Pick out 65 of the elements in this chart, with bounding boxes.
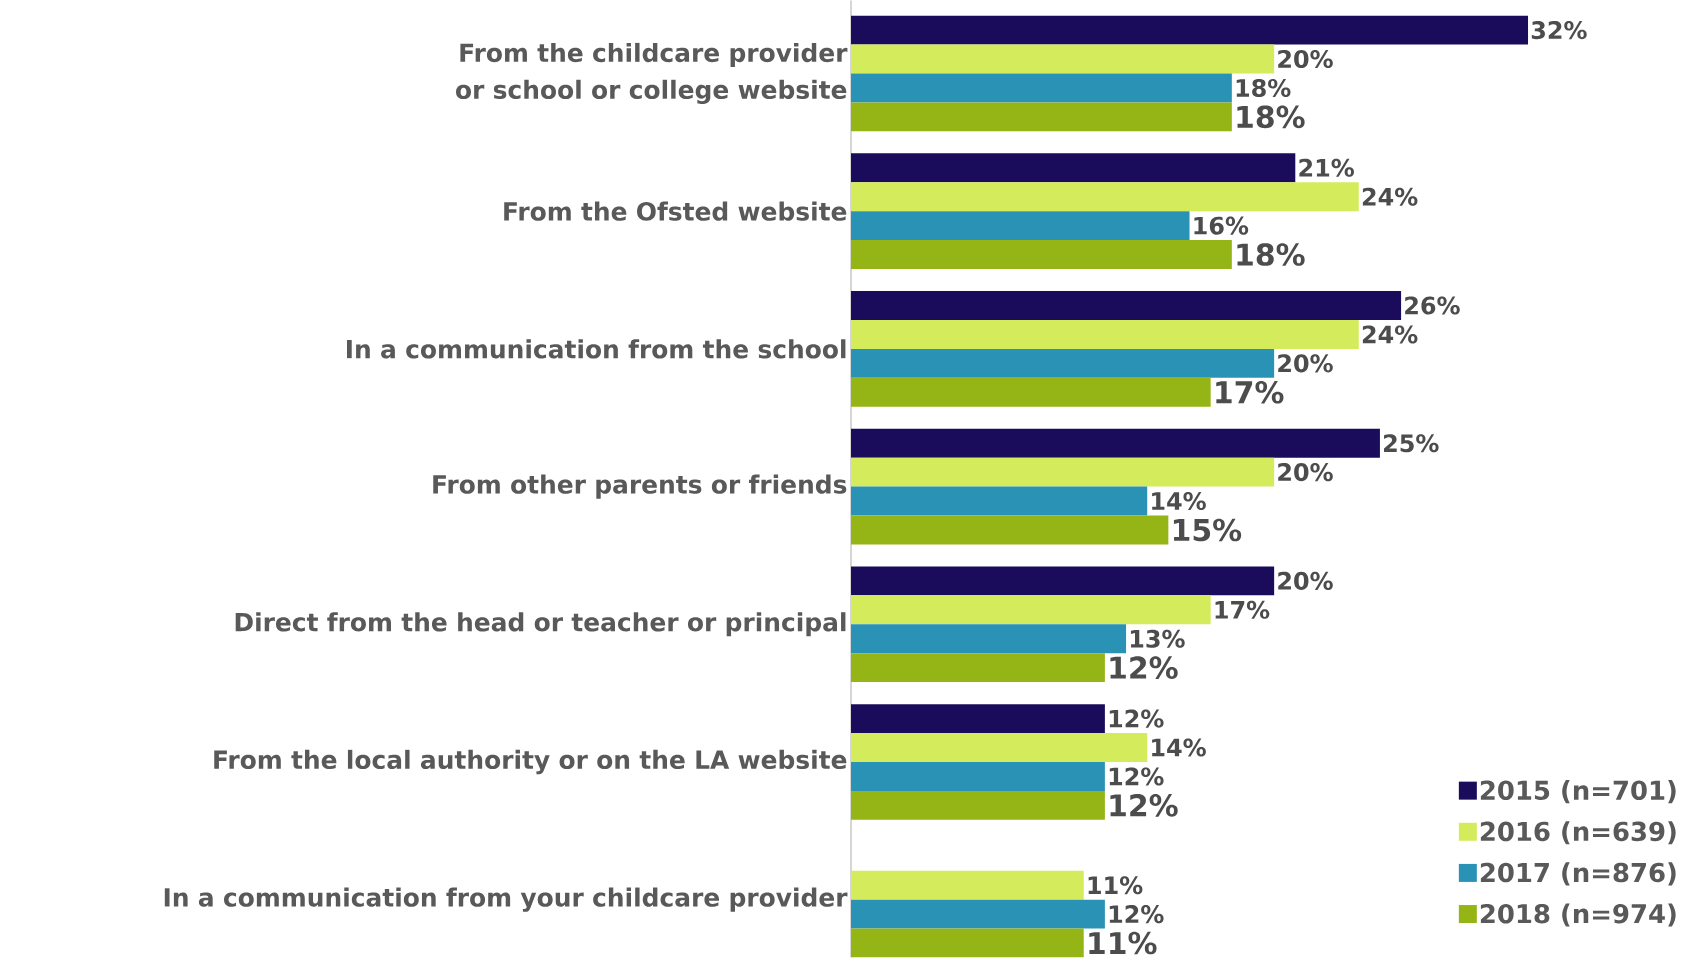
data-label: 16% xyxy=(1194,216,1249,235)
bar xyxy=(851,377,1211,407)
data-label: 18% xyxy=(1237,243,1305,266)
data-label: 25% xyxy=(1384,434,1439,453)
y-tick-label: From the local authority or on the LA website xyxy=(214,749,847,775)
data-label: 26% xyxy=(1405,296,1460,315)
bar xyxy=(851,733,1148,762)
data-label: 24% xyxy=(1362,187,1418,206)
data-label: 12% xyxy=(1110,794,1178,817)
data-label: 18% xyxy=(1236,78,1291,97)
data-label: 12% xyxy=(1110,656,1178,679)
y-tick-label: From the childcare provider or school or college website xyxy=(456,42,848,105)
y-tick-label: Direct from the head or teacher or principal xyxy=(235,612,846,637)
data-label: 11% xyxy=(1089,931,1157,955)
bar xyxy=(851,704,1105,734)
bar xyxy=(851,102,1232,132)
bar xyxy=(851,73,1232,103)
bar xyxy=(851,457,1275,487)
data-label: 20% xyxy=(1278,571,1333,590)
bar xyxy=(851,899,1105,929)
data-label: 12% xyxy=(1109,905,1164,924)
legend-label: 2018 (n=974) xyxy=(1480,903,1676,927)
data-label: 18% xyxy=(1237,105,1305,129)
bar xyxy=(851,870,1084,900)
bar xyxy=(851,790,1105,820)
bar xyxy=(851,595,1211,625)
data-label: 20% xyxy=(1278,463,1333,482)
data-label: 24% xyxy=(1362,325,1418,344)
data-label: 12% xyxy=(1109,767,1164,786)
bar xyxy=(851,653,1105,683)
data-label: 14% xyxy=(1152,738,1206,757)
data-label: 15% xyxy=(1173,518,1242,542)
bar xyxy=(851,44,1275,74)
legend-label: 2015 (n=701) xyxy=(1480,780,1676,804)
bar xyxy=(851,761,1105,791)
data-label: 14% xyxy=(1152,491,1206,511)
data-label: 13% xyxy=(1130,629,1185,648)
data-label: 11% xyxy=(1088,876,1143,895)
bar xyxy=(851,15,1529,45)
y-tick-label: From other parents or friends xyxy=(433,474,847,499)
y-tick-label: From the Ofsted website xyxy=(504,201,847,221)
bar xyxy=(851,182,1359,212)
y-tick-label: In a communication from the school xyxy=(347,339,846,359)
bar xyxy=(851,291,1402,320)
y-tick-label: In a communication from your childcare provider xyxy=(164,887,848,912)
bar xyxy=(851,486,1148,516)
data-label: 20% xyxy=(1278,354,1333,373)
legend-label: 2017 (n=876) xyxy=(1480,862,1676,886)
bar xyxy=(851,428,1380,458)
data-label: 21% xyxy=(1299,158,1354,177)
data-label: 17% xyxy=(1215,600,1270,619)
data-label: 32% xyxy=(1531,21,1587,40)
data-label: 17% xyxy=(1216,380,1284,404)
legend-label: 2016 (n=639) xyxy=(1480,821,1676,845)
bar xyxy=(851,153,1296,183)
bar xyxy=(851,928,1084,958)
data-label: 20% xyxy=(1278,49,1333,69)
data-label: 12% xyxy=(1109,709,1164,728)
bar xyxy=(851,240,1232,270)
bar xyxy=(851,515,1169,545)
bar xyxy=(851,211,1190,241)
bar xyxy=(851,566,1275,596)
bar xyxy=(851,348,1275,378)
bar xyxy=(851,624,1127,654)
bar xyxy=(851,319,1359,349)
